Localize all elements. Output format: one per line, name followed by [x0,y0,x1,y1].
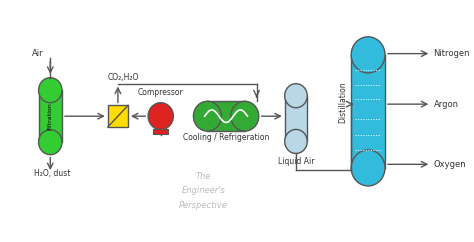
Text: Engineer's: Engineer's [182,186,226,195]
Text: H₂O, dust: H₂O, dust [34,169,71,178]
Ellipse shape [351,150,385,186]
Text: CO₂,H₂O: CO₂,H₂O [108,73,139,82]
Bar [153,129,168,134]
Circle shape [148,103,173,130]
Text: Argon: Argon [433,100,458,109]
Ellipse shape [231,101,259,131]
Text: Nitrogen: Nitrogen [433,49,470,58]
Text: Air: Air [32,49,44,58]
Ellipse shape [351,37,385,73]
Bar [285,96,307,142]
Text: Compressor: Compressor [138,89,183,98]
Ellipse shape [38,78,62,103]
Bar [38,90,62,142]
Ellipse shape [193,101,221,131]
Bar [108,105,128,127]
Ellipse shape [285,129,307,153]
Bar [351,55,385,168]
Text: Distillation: Distillation [338,81,347,122]
Text: Perspective: Perspective [179,201,228,210]
Text: Filtration: Filtration [48,102,53,130]
Text: Cooling / Refrigeration: Cooling / Refrigeration [183,133,269,142]
Text: The: The [196,172,211,181]
Bar [208,101,245,131]
Text: Liquid Air: Liquid Air [278,157,314,166]
Ellipse shape [38,130,62,155]
Text: Oxygen: Oxygen [433,160,466,169]
Ellipse shape [285,84,307,108]
